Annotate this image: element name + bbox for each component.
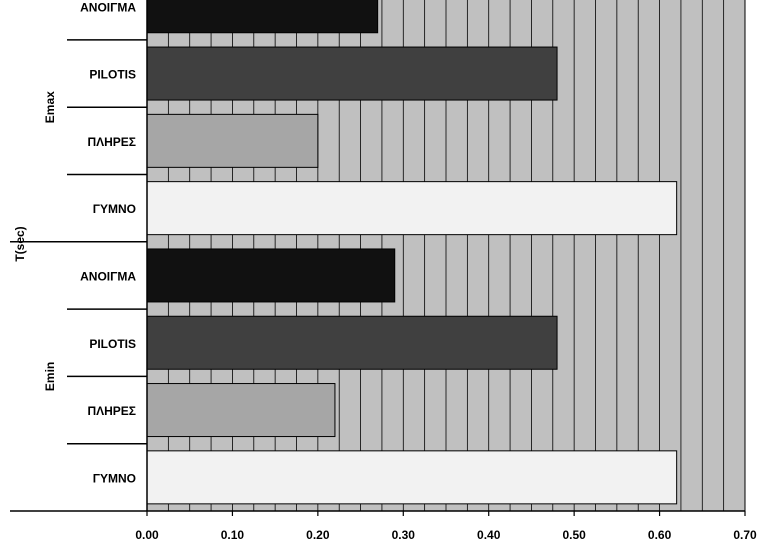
axes xyxy=(10,0,746,516)
bar xyxy=(146,181,678,236)
y-axis-label: T(sec) xyxy=(13,226,27,261)
bar xyxy=(146,46,558,101)
bars xyxy=(146,0,678,505)
group-label: Emin xyxy=(43,362,57,391)
bar xyxy=(146,113,319,168)
bar xyxy=(146,315,558,370)
category-label: ΠΛΗΡΕΣ xyxy=(87,135,136,149)
group-label: Emax xyxy=(43,91,57,123)
category-label: PILOTIS xyxy=(89,337,136,351)
category-label: ΠΛΗΡΕΣ xyxy=(87,404,136,418)
category-label: ΑΝΟΙΓΜΑ xyxy=(80,0,136,14)
x-tick-label: 0.50 xyxy=(562,528,586,542)
x-tick-label: 0.30 xyxy=(392,528,416,542)
category-label: PILOTIS xyxy=(89,68,136,82)
x-tick-label: 0.40 xyxy=(477,528,501,542)
bar xyxy=(146,383,336,438)
x-tick-label: 0.10 xyxy=(221,528,245,542)
group-labels: Emin Emax xyxy=(43,91,57,391)
category-label: ΓΥΜΝΟ xyxy=(93,471,136,485)
category-labels: ΓΥΜΝΟ ΠΛΗΡΕΣ PILOTIS ΑΝΟΙΓΜΑ ΓΥΜΝΟ ΠΛΗΡΕΣ PILO… xyxy=(80,0,136,485)
category-label: ΑΝΟΙΓΜΑ xyxy=(80,269,136,283)
x-tick-label: 0.60 xyxy=(648,528,672,542)
x-tick-labels: 0.00 0.10 0.20 0.30 0.40 0.50 0.60 0.70 xyxy=(135,528,757,542)
x-tick-label: 0.20 xyxy=(306,528,330,542)
bar xyxy=(146,450,678,505)
bar xyxy=(146,248,396,303)
bar xyxy=(146,0,379,34)
x-tick-label: 0.70 xyxy=(733,528,757,542)
category-label: ΓΥΜΝΟ xyxy=(93,202,136,216)
x-tick-label: 0.00 xyxy=(135,528,159,542)
